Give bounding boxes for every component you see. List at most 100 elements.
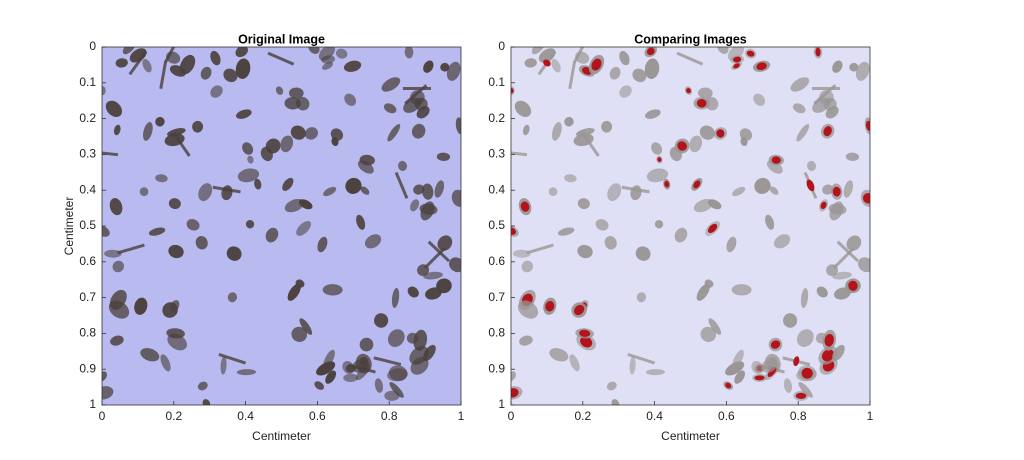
particle — [819, 90, 834, 105]
particle — [731, 284, 752, 296]
particle — [832, 60, 843, 73]
particle — [321, 55, 336, 64]
particle — [726, 236, 737, 253]
particle — [402, 86, 431, 91]
particle — [143, 122, 153, 141]
particle — [410, 199, 420, 212]
particle — [836, 240, 860, 263]
particle — [128, 50, 148, 76]
particle — [549, 348, 569, 362]
particle — [159, 60, 168, 89]
particle — [155, 174, 168, 183]
particle — [218, 353, 246, 365]
particle — [140, 348, 160, 362]
particle — [287, 283, 301, 301]
particle — [296, 221, 312, 236]
highlight — [696, 98, 707, 108]
chart-title: Comparing Images — [634, 32, 747, 46]
particle — [792, 103, 806, 114]
particle — [245, 219, 255, 229]
particle — [288, 87, 304, 99]
particle — [834, 287, 851, 300]
particle — [235, 47, 248, 58]
particle — [521, 260, 534, 273]
highlight — [520, 201, 530, 212]
particle — [609, 66, 621, 80]
particle — [828, 203, 847, 215]
particle — [102, 386, 114, 400]
particle — [796, 123, 810, 142]
chart-title: Original Image — [238, 32, 325, 46]
x-tick-label: 0.4 — [646, 409, 663, 423]
particle — [427, 240, 451, 263]
particle — [606, 381, 617, 391]
particle — [437, 235, 453, 251]
particle — [423, 60, 434, 73]
particle — [790, 77, 810, 92]
particle — [761, 358, 778, 373]
particle — [573, 47, 590, 63]
particle — [526, 243, 554, 255]
particle — [139, 187, 149, 196]
particle — [342, 360, 355, 374]
particle — [374, 313, 389, 328]
y-tick-label: 0.6 — [488, 254, 505, 268]
highlight — [664, 180, 670, 188]
y-axis-label: Centimeter — [62, 197, 76, 256]
highlight — [693, 180, 701, 189]
x-tick-label: 0 — [99, 409, 106, 423]
particle — [381, 77, 401, 92]
particle — [446, 61, 461, 81]
particle — [343, 373, 358, 382]
particle — [849, 62, 859, 72]
highlight — [771, 156, 781, 164]
highlight — [820, 201, 827, 210]
particle — [267, 51, 295, 66]
y-tick-label: 0.8 — [79, 326, 96, 340]
particle — [373, 356, 402, 367]
particle — [552, 122, 562, 141]
particle — [237, 168, 260, 183]
particle — [202, 399, 211, 405]
highlight — [733, 56, 742, 63]
particle — [235, 58, 251, 79]
highlight — [756, 62, 767, 71]
particle — [359, 337, 374, 352]
x-tick-label: 0.8 — [790, 409, 807, 423]
particle — [697, 87, 713, 99]
particle — [636, 292, 647, 303]
highlight — [823, 126, 832, 137]
highlight — [815, 47, 821, 57]
highlight — [824, 333, 834, 347]
highlight — [848, 280, 858, 291]
particle — [404, 47, 414, 59]
particle — [304, 127, 319, 140]
particle — [322, 284, 343, 296]
particle — [689, 135, 703, 153]
y-tick-label: 0.4 — [488, 182, 505, 196]
highlight — [795, 392, 807, 399]
particle — [577, 198, 590, 210]
x-tick-label: 0.2 — [574, 409, 591, 423]
particle — [398, 160, 408, 171]
particle — [424, 246, 446, 269]
particle — [197, 381, 208, 391]
particle — [413, 329, 428, 351]
particle — [436, 278, 452, 294]
particle — [700, 326, 717, 342]
particle — [833, 246, 855, 269]
particle — [254, 178, 262, 190]
particle — [115, 58, 128, 68]
y-tick-label: 0.2 — [79, 111, 96, 125]
highlight — [821, 349, 835, 362]
x-tick-label: 0.6 — [309, 409, 326, 423]
particle — [419, 203, 438, 215]
particle — [807, 160, 817, 171]
particle — [410, 90, 425, 105]
particle — [110, 335, 124, 346]
particle — [635, 246, 651, 261]
particle — [265, 138, 281, 154]
particle — [314, 381, 325, 390]
particle — [732, 186, 746, 197]
highlight — [543, 59, 551, 67]
